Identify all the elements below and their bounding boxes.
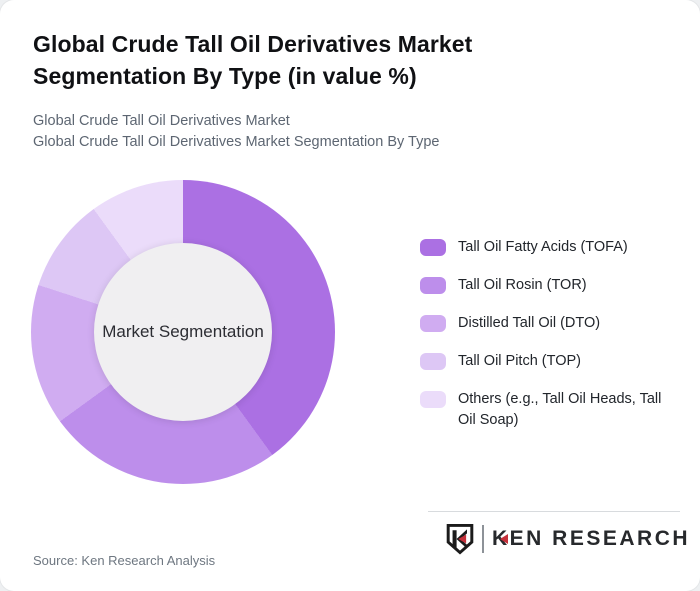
legend: Tall Oil Fatty Acids (TOFA) Tall Oil Rosi… (420, 237, 672, 448)
donut-chart: Market Segmentation (31, 180, 335, 484)
source-note: Source: Ken Research Analysis (33, 553, 216, 568)
logo-red-triangle-icon (500, 534, 508, 544)
legend-item: Others (e.g., Tall Oil Heads, Tall Oil S… (420, 389, 672, 431)
legend-item: Tall Oil Rosin (TOR) (420, 275, 672, 296)
logo-wordmark: KEN RESEARCH (492, 527, 691, 550)
legend-swatch (420, 239, 446, 256)
legend-swatch (420, 391, 446, 408)
ken-research-logo: KEN RESEARCH (446, 522, 690, 556)
footer-divider (428, 511, 680, 512)
shield-k-icon (446, 523, 474, 555)
donut-center: Market Segmentation (94, 243, 272, 421)
legend-label: Others (e.g., Tall Oil Heads, Tall Oil S… (458, 391, 662, 428)
legend-item: Distilled Tall Oil (DTO) (420, 313, 672, 334)
legend-swatch (420, 277, 446, 294)
legend-label: Tall Oil Pitch (TOP) (458, 353, 582, 369)
donut-center-label: Market Segmentation (102, 322, 264, 341)
logo-separator (482, 525, 484, 553)
subtitle-line-1: Global Crude Tall Oil Derivatives Market (33, 113, 290, 129)
subtitle-line-2: Global Crude Tall Oil Derivatives Market… (33, 134, 440, 150)
legend-label: Tall Oil Fatty Acids (TOFA) (458, 239, 628, 255)
legend-item: Tall Oil Fatty Acids (TOFA) (420, 237, 672, 258)
subtitle-block: Global Crude Tall Oil Derivatives Market… (33, 111, 439, 153)
legend-label: Tall Oil Rosin (TOR) (458, 277, 587, 293)
legend-swatch (420, 353, 446, 370)
legend-swatch (420, 315, 446, 332)
legend-item: Tall Oil Pitch (TOP) (420, 351, 672, 372)
legend-label: Distilled Tall Oil (DTO) (458, 315, 601, 331)
page-title: Global Crude Tall Oil Derivatives Market… (33, 31, 473, 89)
